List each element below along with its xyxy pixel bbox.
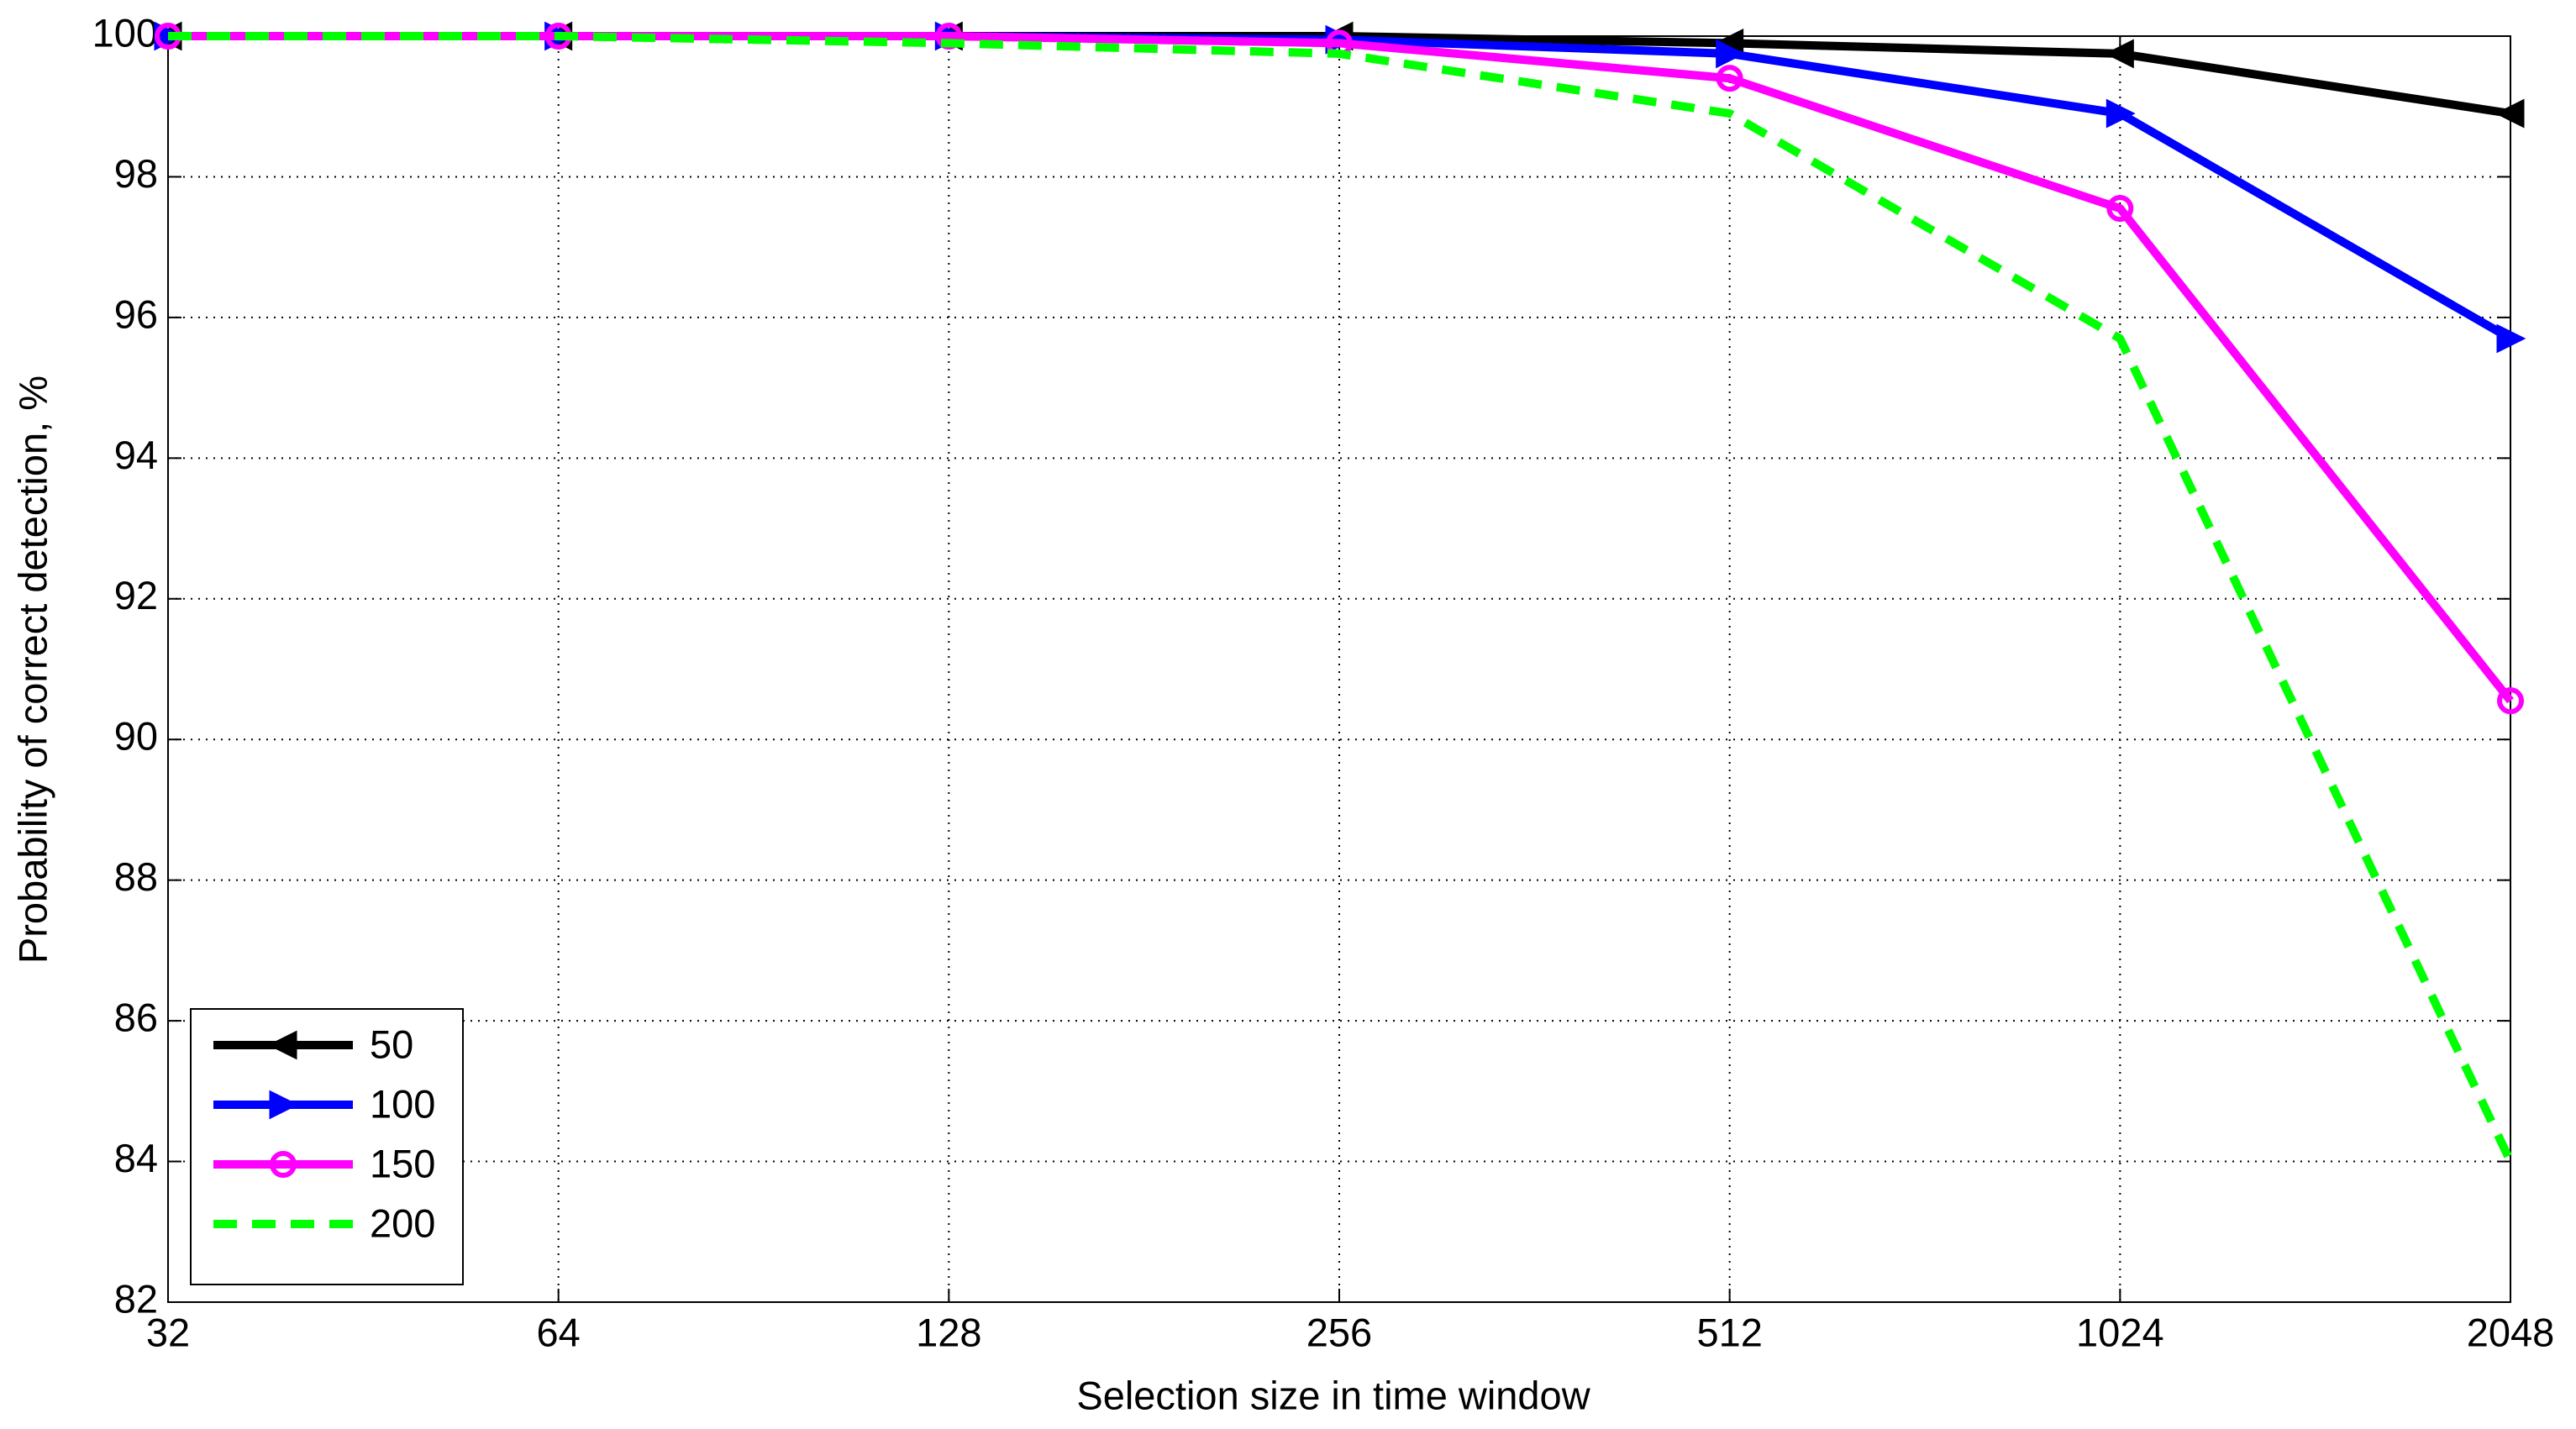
legend-label: 100 xyxy=(370,1081,435,1126)
marker xyxy=(2496,323,2526,354)
marker xyxy=(2106,195,2134,223)
legend-label: 50 xyxy=(370,1022,413,1066)
y-tick-label: 84 xyxy=(114,1136,158,1180)
x-axis-label: Selection size in time window xyxy=(1076,1373,1590,1417)
legend-marker xyxy=(269,1090,299,1120)
x-tick-label: 512 xyxy=(1696,1310,1762,1354)
y-tick-label: 94 xyxy=(114,433,158,477)
y-tick-label: 82 xyxy=(114,1276,158,1321)
y-tick-label: 100 xyxy=(92,10,158,55)
legend-marker xyxy=(270,1151,297,1178)
y-tick-label: 96 xyxy=(114,292,158,336)
y-tick-label: 88 xyxy=(114,854,158,899)
x-tick-label: 64 xyxy=(537,1310,581,1354)
y-tick-label: 98 xyxy=(114,151,158,196)
plot-area xyxy=(168,36,2510,1302)
x-tick-label: 256 xyxy=(1306,1310,1372,1354)
series-line xyxy=(168,32,2515,1164)
x-tick-label: 32 xyxy=(146,1310,190,1354)
y-axis-label: Probability of correct detection, % xyxy=(10,376,55,964)
legend-box xyxy=(190,1008,464,1285)
marker xyxy=(2497,687,2524,715)
marker xyxy=(1716,65,1743,92)
y-tick-label: 86 xyxy=(114,996,158,1040)
legend-label: 200 xyxy=(370,1200,435,1245)
y-tick-label: 92 xyxy=(114,573,158,617)
marker xyxy=(2104,39,2134,69)
legend-label: 150 xyxy=(370,1141,435,1185)
x-tick-label: 128 xyxy=(916,1310,981,1354)
x-tick-label: 1024 xyxy=(2076,1310,2164,1354)
marker xyxy=(1716,39,1746,69)
marker xyxy=(2105,98,2136,129)
legend-marker xyxy=(267,1030,297,1060)
x-tick-label: 2048 xyxy=(2467,1310,2555,1354)
y-tick-label: 90 xyxy=(114,714,158,759)
marker xyxy=(2495,98,2525,129)
